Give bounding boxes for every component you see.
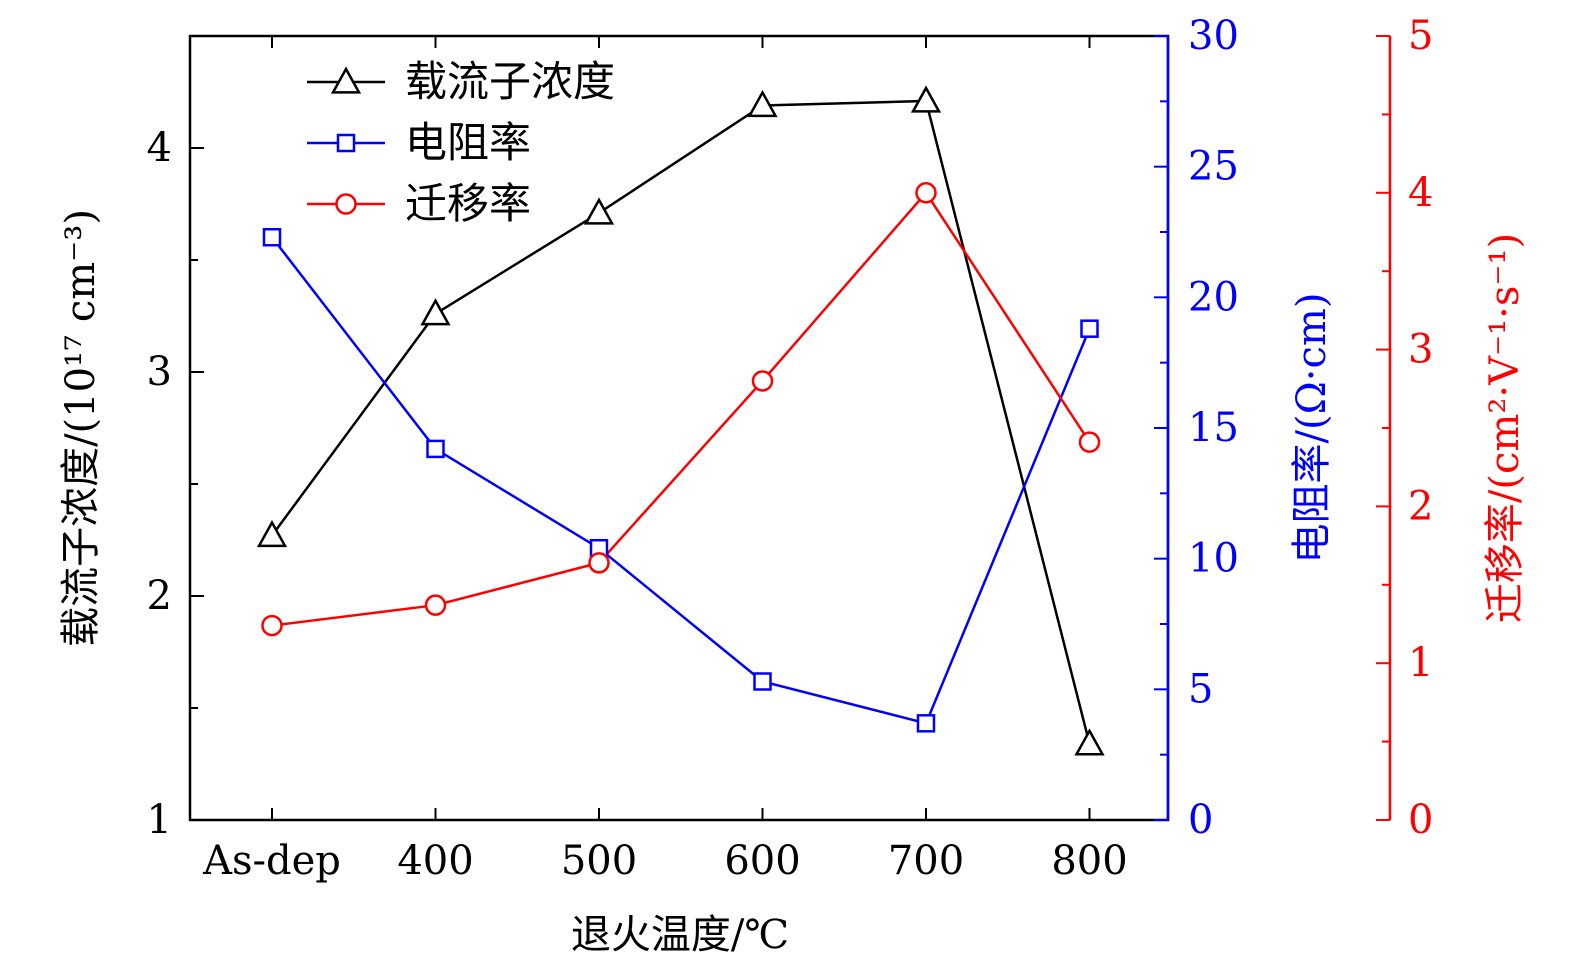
series-3-point bbox=[588, 552, 610, 574]
series-3-point bbox=[424, 594, 447, 616]
plot-frame bbox=[188, 34, 1170, 822]
series-3-point bbox=[1078, 431, 1101, 453]
resistivity-tick-label: 30 bbox=[1188, 13, 1239, 59]
mobility-axis: 0 1 2 3 4 5 bbox=[1376, 13, 1433, 843]
series-1-point bbox=[1074, 728, 1105, 756]
left-axis: 1 2 3 4 bbox=[147, 35, 204, 843]
mobility-tick-label: 0 bbox=[1408, 797, 1433, 843]
resistivity-tick-label: 5 bbox=[1188, 666, 1213, 712]
series-3-point bbox=[751, 370, 774, 392]
mobility-tick-label: 2 bbox=[1408, 483, 1433, 529]
series-line-2 bbox=[271, 236, 1091, 725]
x-tick-label: 700 bbox=[888, 838, 964, 884]
mobility-tick-label: 4 bbox=[1408, 170, 1433, 216]
series-line-3 bbox=[271, 190, 1091, 627]
series-line-1 bbox=[270, 99, 1091, 745]
series-1-point bbox=[420, 298, 451, 326]
series-1-point bbox=[747, 89, 778, 118]
legend-marker bbox=[330, 66, 362, 94]
resistivity-axis-label: 电阻率/(Ω·cm) bbox=[1289, 293, 1335, 564]
legend-label: 迁移率 bbox=[405, 179, 531, 228]
resistivity-tick-label: 20 bbox=[1188, 274, 1239, 320]
x-tick-label: 400 bbox=[397, 838, 473, 884]
series-group bbox=[256, 85, 1105, 756]
series-1-point bbox=[256, 519, 288, 548]
series-3-point bbox=[915, 182, 937, 204]
series-2-point bbox=[262, 227, 282, 247]
legend-label: 电阻率 bbox=[405, 118, 531, 167]
x-tick-label: 600 bbox=[724, 838, 800, 884]
left-tick-label: 1 bbox=[147, 797, 172, 843]
legend-marker bbox=[336, 133, 356, 153]
series-2-point bbox=[426, 439, 445, 459]
mobility-tick-label: 3 bbox=[1408, 327, 1433, 373]
series-1-point bbox=[910, 85, 942, 113]
resistivity-axis: 0 5 10 15 20 25 30 bbox=[1154, 13, 1239, 843]
x-tick-label: 800 bbox=[1051, 838, 1127, 884]
resistivity-tick-label: 0 bbox=[1188, 797, 1213, 843]
series-2-point bbox=[753, 672, 772, 691]
mobility-tick-label: 5 bbox=[1408, 13, 1433, 59]
x-tick-label: As-dep bbox=[202, 838, 341, 884]
legend-marker bbox=[335, 193, 357, 215]
series-1-point bbox=[583, 197, 615, 225]
mobility-axis-label: 迁移率/(cm²·V⁻¹·s⁻¹) bbox=[1482, 233, 1528, 623]
series-2-point bbox=[1080, 319, 1099, 338]
legend-label: 载流子浓度 bbox=[405, 57, 615, 106]
left-tick-label: 2 bbox=[147, 573, 172, 619]
left-tick-label: 3 bbox=[147, 349, 172, 395]
x-axis-label: 退火温度/℃ bbox=[571, 912, 789, 958]
left-axis-label: 载流子浓度/(10¹⁷ cm⁻³) bbox=[58, 209, 104, 647]
resistivity-tick-label: 10 bbox=[1188, 536, 1239, 582]
x-axis: As-dep 400 500 600 700 800 bbox=[202, 36, 1128, 884]
resistivity-tick-label: 25 bbox=[1188, 144, 1239, 190]
x-tick-label: 500 bbox=[561, 838, 637, 884]
series-2-point bbox=[916, 714, 936, 733]
series-3-point bbox=[261, 614, 283, 637]
left-tick-label: 4 bbox=[147, 125, 172, 171]
resistivity-tick-label: 15 bbox=[1188, 405, 1239, 451]
mobility-tick-label: 1 bbox=[1408, 640, 1433, 686]
